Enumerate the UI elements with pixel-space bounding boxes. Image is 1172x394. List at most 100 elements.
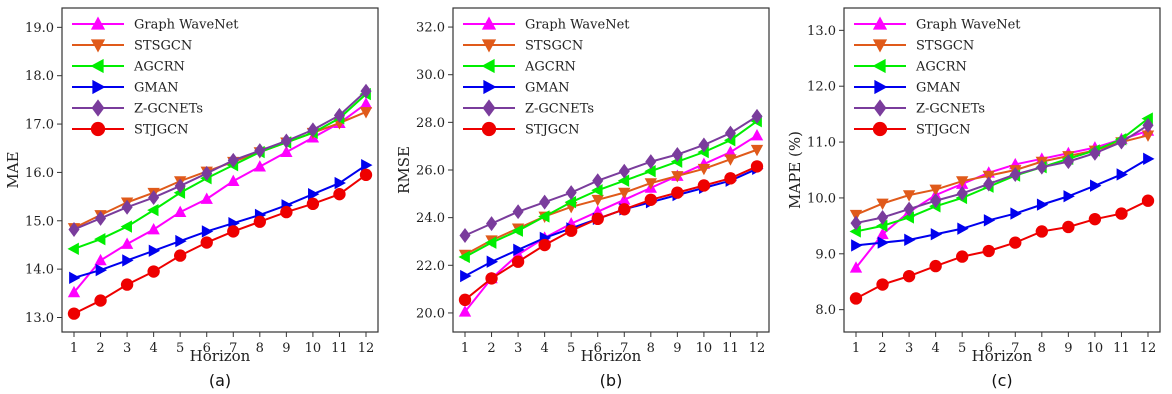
x-axis-label: Horizon	[972, 347, 1033, 365]
data-point-gman	[69, 271, 81, 285]
data-point-stjgcn	[511, 255, 525, 268]
data-point-graph-wavenet	[147, 222, 160, 235]
data-point-agcrn	[120, 220, 132, 233]
data-point-z-gcnets	[724, 125, 736, 141]
y-tick-label: 9.0	[815, 247, 836, 262]
data-point-z-gcnets	[592, 173, 604, 189]
series-graph-wavenet	[458, 128, 764, 317]
data-point-stjgcn	[1062, 220, 1075, 234]
data-point-stjgcn	[982, 244, 995, 258]
data-point-gman	[334, 176, 346, 190]
x-tick-label: 4	[540, 341, 548, 356]
data-point-graph-wavenet	[120, 237, 134, 249]
data-point-z-gcnets	[956, 185, 968, 201]
plot-frame	[843, 7, 1161, 333]
series-line-z-gcnets	[73, 90, 367, 231]
data-point-z-gcnets	[751, 108, 763, 124]
legend-marker-z-gcnets	[873, 99, 887, 117]
y-tick-label: 22.0	[416, 259, 445, 274]
data-point-graph-wavenet	[280, 145, 293, 157]
legend-label-stsgcn: STSGCN	[525, 39, 583, 54]
series-gman	[851, 152, 1155, 252]
y-tick-label: 24.0	[416, 211, 445, 226]
data-point-agcrn	[67, 242, 79, 255]
data-point-gman	[1063, 190, 1075, 203]
legend-label-stjgcn: STJGCN	[916, 123, 971, 138]
data-point-z-gcnets	[698, 137, 710, 153]
data-point-stjgcn	[306, 197, 320, 211]
data-point-z-gcnets	[227, 152, 239, 168]
data-point-agcrn	[147, 203, 159, 217]
x-tick-label: 4	[931, 341, 939, 356]
data-point-z-gcnets	[539, 194, 551, 210]
x-tick-label: 12	[749, 341, 766, 356]
series-line-gman	[73, 164, 367, 279]
y-tick-label: 32.0	[416, 21, 445, 36]
data-point-z-gcnets	[850, 215, 862, 231]
chart-panel-c: 8.09.010.011.012.013.01 2 3 4 5 6 7 8 9 10 11 12Hor…	[786, 7, 1161, 390]
series-z-gcnets	[68, 83, 372, 237]
data-point-z-gcnets	[903, 201, 915, 217]
y-tick-label: 18.0	[25, 69, 54, 84]
data-point-agcrn	[94, 232, 106, 246]
legend-marker-graph-wavenet	[481, 16, 497, 30]
data-point-gman	[1036, 198, 1049, 211]
legend-marker-stsgcn	[481, 39, 497, 53]
series-line-agcrn	[73, 93, 367, 250]
legend-marker-stjgcn	[90, 121, 106, 137]
legend-marker-stsgcn	[90, 39, 106, 53]
x-tick-label: 11	[1113, 341, 1130, 356]
data-point-z-gcnets	[930, 193, 942, 209]
data-point-graph-wavenet	[67, 285, 81, 298]
data-point-gman	[122, 254, 134, 267]
y-tick-label: 10.0	[807, 191, 836, 206]
panel-caption: (a)	[209, 371, 231, 390]
data-point-gman	[175, 234, 187, 248]
y-tick-label: 30.0	[416, 68, 445, 83]
data-point-z-gcnets	[486, 216, 498, 232]
data-point-stsgcn	[849, 209, 863, 222]
y-tick-label: 26.0	[416, 164, 445, 179]
data-point-stjgcn	[929, 259, 942, 273]
series-z-gcnets	[850, 117, 1154, 231]
data-point-stsgcn	[697, 163, 711, 176]
data-point-gman	[361, 158, 373, 172]
y-tick-label: 13.0	[25, 311, 54, 326]
data-point-gman	[904, 233, 916, 247]
x-tick-label: 1	[461, 341, 469, 356]
data-point-gman	[148, 244, 161, 257]
data-point-stjgcn	[697, 179, 711, 192]
data-point-stsgcn	[671, 171, 684, 183]
data-point-z-gcnets	[459, 228, 471, 243]
x-tick-label: 6	[203, 341, 211, 356]
panel-caption: (b)	[600, 371, 623, 390]
series-line-graph-wavenet	[464, 134, 758, 313]
data-point-stjgcn	[1009, 236, 1022, 249]
series-gman	[460, 162, 764, 283]
legend-label-graph-wavenet: Graph WaveNet	[525, 18, 630, 33]
data-point-z-gcnets	[671, 147, 683, 162]
data-point-graph-wavenet	[724, 145, 737, 158]
plot-frame	[452, 7, 770, 333]
legend-label-gman: GMAN	[134, 81, 178, 96]
data-point-agcrn	[511, 224, 523, 237]
data-point-agcrn	[458, 250, 470, 264]
x-tick-label: 3	[514, 341, 522, 356]
data-point-stjgcn	[1141, 194, 1155, 207]
data-point-stsgcn	[750, 144, 764, 157]
x-tick-label: 3	[123, 341, 131, 356]
x-tick-label: 10	[696, 341, 713, 356]
data-point-graph-wavenet	[750, 128, 764, 141]
data-point-gman	[1090, 179, 1102, 192]
data-point-stjgcn	[280, 205, 293, 219]
data-point-agcrn	[902, 211, 914, 224]
data-point-graph-wavenet	[458, 305, 472, 317]
x-tick-label: 2	[487, 341, 495, 356]
data-point-z-gcnets	[254, 143, 266, 159]
data-point-stsgcn	[1141, 130, 1155, 142]
data-point-z-gcnets	[512, 204, 524, 220]
legend-marker-agcrn	[481, 58, 495, 74]
data-point-z-gcnets	[360, 83, 372, 99]
series-line-z-gcnets	[464, 115, 758, 237]
